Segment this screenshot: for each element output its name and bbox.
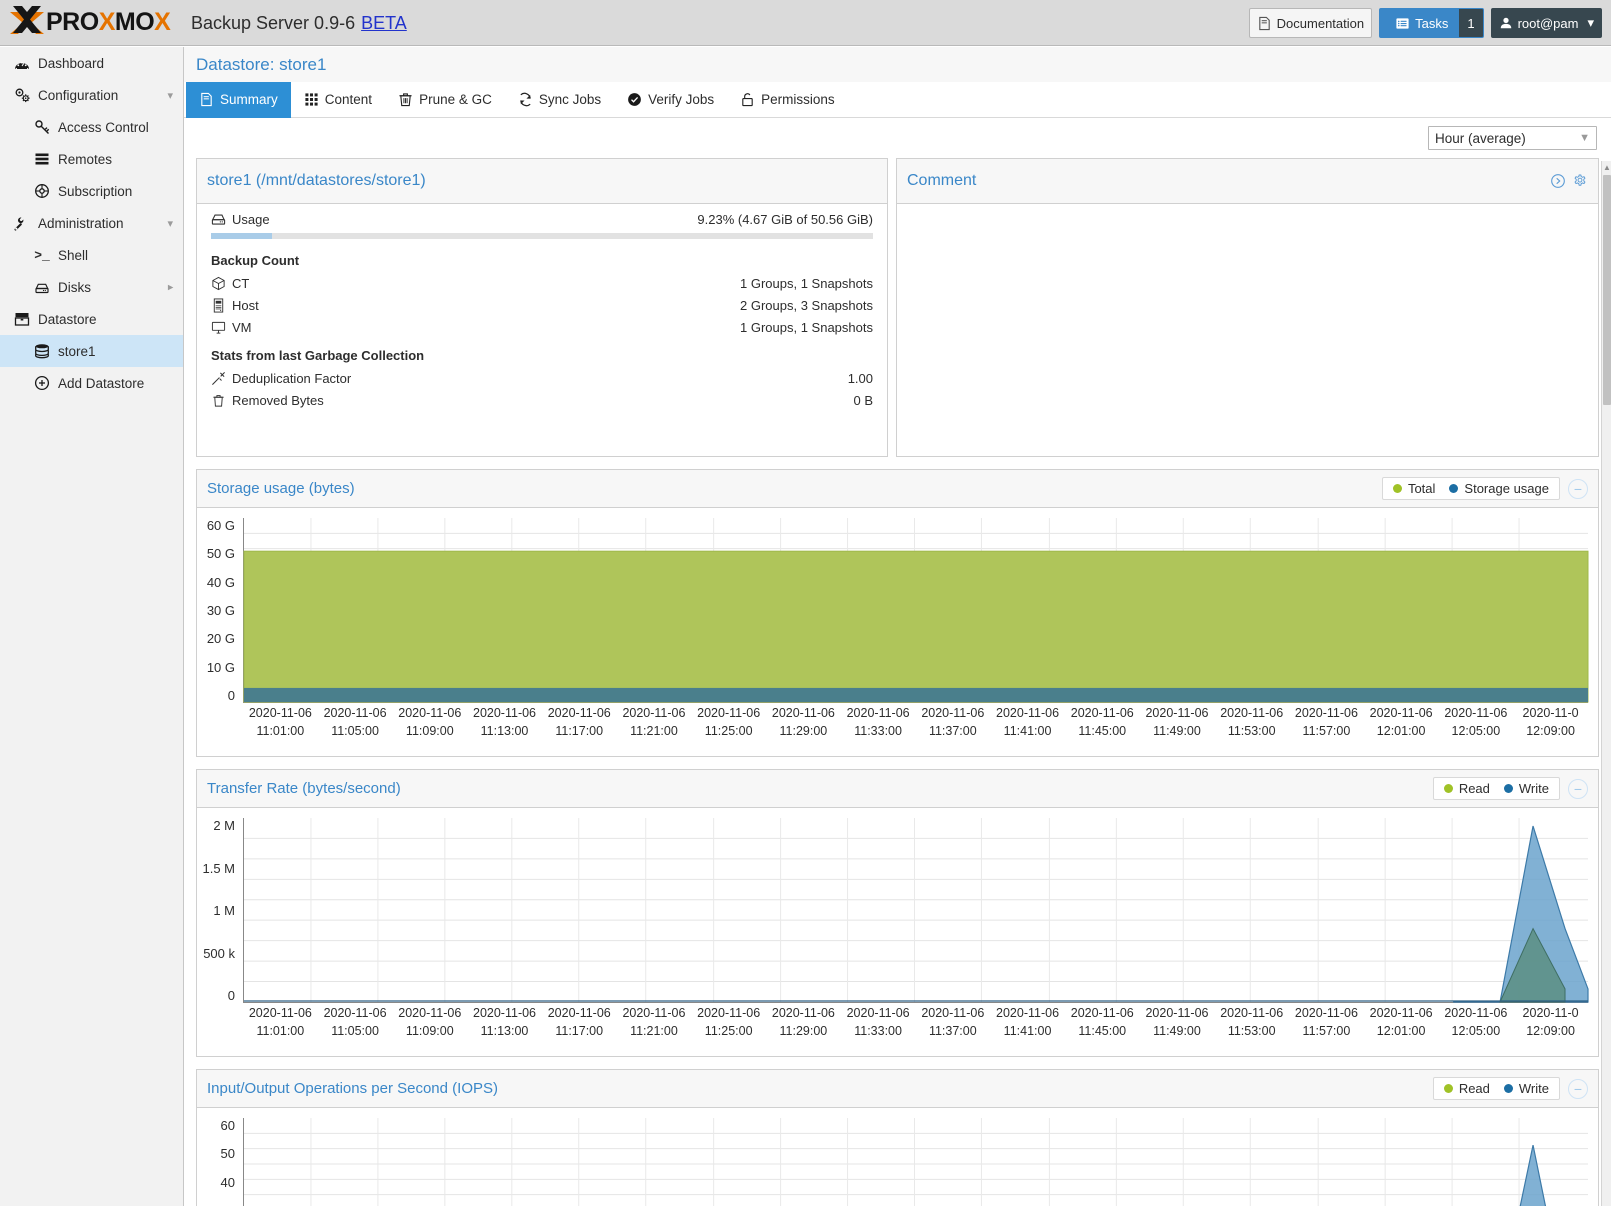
- svg-text:PROXMOX: PROXMOX: [46, 8, 171, 36]
